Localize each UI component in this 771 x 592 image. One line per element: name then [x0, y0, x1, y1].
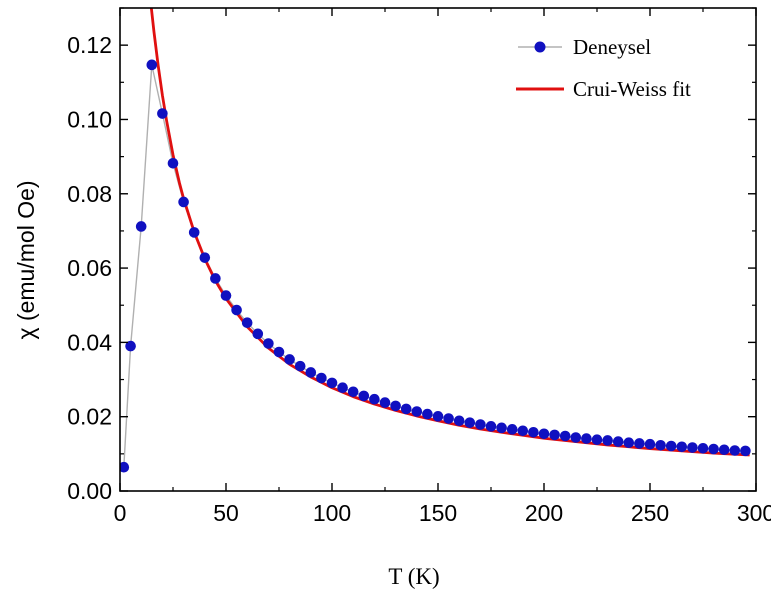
ticks-layer: 0 50 100 150 200 250 300 0.00 0.02 0.04 0.06 0.08 0.…	[67, 7, 771, 526]
data-point	[464, 417, 476, 428]
data-point	[718, 444, 730, 456]
data-point	[294, 360, 306, 372]
y-tick-label: 0.04	[67, 329, 112, 355]
series-layer	[120, 8, 751, 473]
data-point	[135, 221, 147, 232]
y-axis-title: χ (emu/mol Oe)	[13, 180, 39, 339]
data-point	[517, 425, 529, 437]
data-point	[506, 424, 518, 435]
data-point	[231, 304, 242, 316]
y-tick-label: 0.06	[67, 255, 112, 281]
data-point	[284, 354, 295, 365]
data-point	[549, 429, 560, 441]
y-tick-label: 0.10	[67, 106, 112, 132]
data-point	[432, 411, 444, 422]
data-point	[400, 403, 412, 415]
data-point	[570, 432, 582, 443]
data-point	[740, 445, 751, 457]
data-point	[655, 440, 666, 451]
data-point	[538, 428, 550, 440]
x-tick-label: 150	[419, 500, 457, 526]
data-point	[634, 438, 645, 449]
legend-fit-label: Crui-Weiss fit	[573, 77, 691, 101]
data-point	[188, 227, 200, 238]
data-point	[120, 461, 130, 473]
data-point	[241, 317, 253, 328]
data-point	[591, 434, 603, 446]
data-point	[697, 442, 709, 454]
x-tick-label: 50	[213, 500, 239, 526]
data-point	[316, 372, 327, 384]
data-point	[167, 158, 179, 169]
x-tick-label: 250	[631, 500, 669, 526]
y-tick-label: 0.02	[67, 404, 112, 430]
legend: Deneysel Crui-Weiss fit	[516, 35, 691, 101]
data-point	[379, 397, 391, 408]
data-point	[485, 421, 497, 432]
data-point	[644, 438, 656, 450]
data-point	[496, 422, 507, 434]
y-tick-label: 0.12	[67, 32, 112, 58]
data-point	[358, 390, 370, 402]
legend-data-label: Deneysel	[573, 35, 651, 59]
data-point	[453, 415, 465, 427]
data-point	[369, 393, 380, 405]
data-point	[390, 400, 401, 412]
data-point	[687, 442, 698, 453]
data-point	[676, 441, 688, 453]
data-point	[252, 328, 264, 340]
x-tick-label: 0	[114, 500, 127, 526]
data-point	[411, 406, 423, 417]
data-point	[337, 382, 348, 394]
data-point	[708, 443, 719, 455]
y-tick-label: 0.08	[67, 181, 112, 207]
x-tick-label: 100	[313, 500, 351, 526]
data-point	[210, 273, 221, 284]
x-tick-label: 300	[737, 500, 771, 526]
data-point	[422, 408, 433, 420]
data-point	[623, 437, 635, 449]
x-axis-title: T (K)	[388, 564, 439, 589]
data-point	[273, 346, 285, 358]
data-point	[220, 290, 232, 301]
data-point	[581, 433, 592, 444]
data-point	[178, 196, 189, 208]
data-point	[559, 430, 571, 442]
data-point	[475, 419, 486, 430]
data-point	[125, 340, 136, 352]
data-point	[199, 252, 211, 263]
data-point	[347, 386, 359, 398]
data-point	[528, 427, 539, 438]
y-tick-label: 0.00	[67, 478, 112, 504]
data-point	[263, 338, 274, 349]
data-point	[157, 108, 168, 119]
data-point	[665, 440, 677, 452]
data-point	[602, 435, 613, 446]
data-point	[612, 436, 624, 447]
data-point	[146, 59, 158, 71]
data-point	[729, 445, 741, 456]
data-point	[305, 367, 317, 378]
data-point	[443, 413, 454, 424]
x-tick-label: 200	[525, 500, 563, 526]
data-point	[326, 377, 338, 389]
legend-data-marker	[534, 41, 546, 53]
